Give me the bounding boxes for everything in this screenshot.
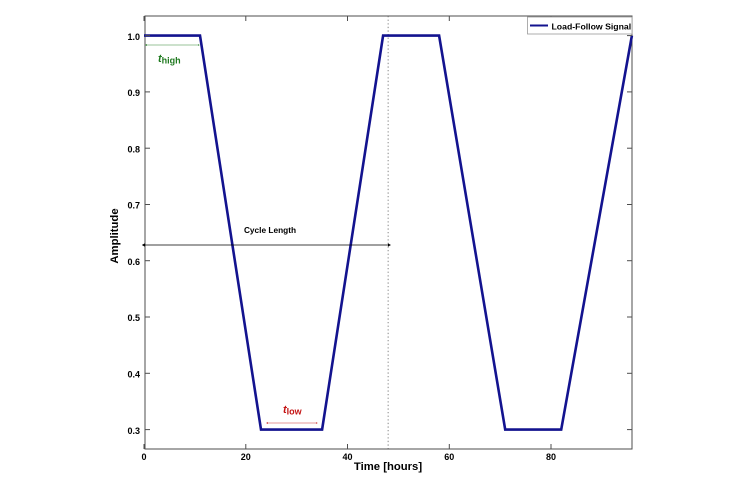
svg-text:1.0: 1.0 <box>127 32 140 42</box>
svg-text:0.6: 0.6 <box>127 257 140 267</box>
svg-text:Amplitude: Amplitude <box>109 208 121 263</box>
svg-text:tlow: tlow <box>283 404 303 417</box>
svg-text:60: 60 <box>444 452 454 462</box>
svg-text:0.4: 0.4 <box>127 370 140 380</box>
svg-text:0: 0 <box>141 452 146 462</box>
svg-text:20: 20 <box>241 452 251 462</box>
svg-text:0.9: 0.9 <box>127 88 140 98</box>
svg-text:Load-Follow Signal: Load-Follow Signal <box>552 21 632 31</box>
svg-text:0.3: 0.3 <box>127 426 140 436</box>
svg-text:0.8: 0.8 <box>127 144 140 154</box>
svg-text:Time [hours]: Time [hours] <box>354 461 422 473</box>
svg-text:80: 80 <box>546 452 556 462</box>
svg-text:Cycle Length: Cycle Length <box>244 225 296 235</box>
svg-text:0.7: 0.7 <box>127 201 140 211</box>
svg-text:thigh: thigh <box>158 53 181 66</box>
svg-text:40: 40 <box>342 452 352 462</box>
svg-text:0.5: 0.5 <box>127 313 140 323</box>
